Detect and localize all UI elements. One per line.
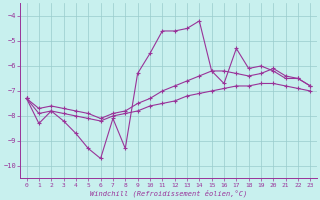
X-axis label: Windchill (Refroidissement éolien,°C): Windchill (Refroidissement éolien,°C) [90,189,247,197]
